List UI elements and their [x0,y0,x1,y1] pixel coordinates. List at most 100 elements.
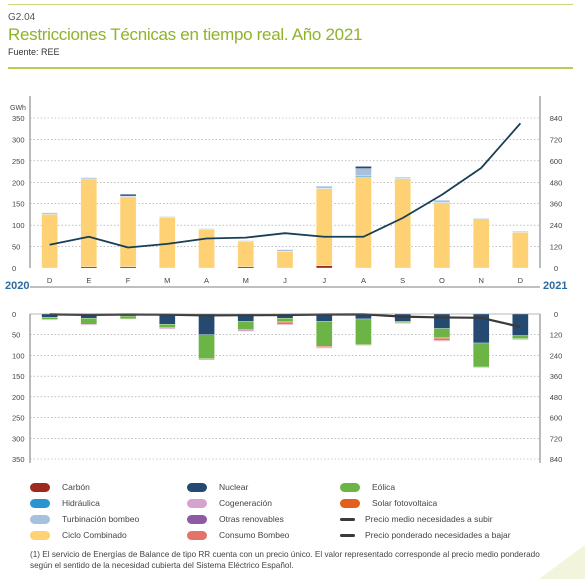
category-band [30,272,540,286]
x-tick-label: M [164,276,170,285]
bar-consumo-bombeo [433,338,451,341]
lower-left-tick-label: 100 [12,351,25,360]
bar-turbinaci-n-bombeo [80,177,97,180]
lower-left-tick-label: 250 [12,414,25,423]
x-tick-label: N [478,276,483,285]
x-tick-label: D [47,276,53,285]
left-axis-unit: GWh [10,105,26,112]
legend-swatch [340,498,360,508]
bar-ciclo-combinado [119,197,137,267]
lower-right-tick-label: 600 [550,414,563,423]
header-bottom-rule [8,67,573,69]
bar-turbinaci-n-bombeo [159,216,176,218]
bar-nuclear [198,313,215,335]
bar-e-lica [512,335,529,340]
lower-right-tick-label: 720 [550,434,563,443]
bar-carb-n [119,266,137,269]
bar-cogeneraci-n [237,329,254,332]
bar-ciclo-combinado [276,251,294,269]
decorative-corner [539,545,585,579]
bar-consumo-bombeo [276,322,294,325]
line-precio-medio-necesidades-a-subir [49,122,522,249]
bar-e-lica [159,324,176,328]
bar-turbinaci-n-bombeo [355,168,372,177]
legend-label: Otras renovables [219,514,284,524]
bar-ciclo-combinado [198,229,215,269]
legend-item: Precio medio necesidades a subir [340,514,493,524]
bar-e-lica [433,328,451,338]
legend-label: Solar fotovoltaica [372,498,438,508]
legend-swatch [30,530,50,540]
footnote: (1) El servicio de Energías de Balance d… [30,550,540,570]
bar-solar-fotovoltaica [433,337,451,340]
bar-e-lica [355,318,372,345]
legend-label: Carbón [62,482,90,492]
upper-left-tick-label: 150 [12,200,25,209]
upper-left-tick-label: 200 [12,178,25,187]
bar-turbinaci-n-bombeo [394,176,411,179]
x-tick-label: D [518,276,524,285]
legend-swatch [187,482,207,492]
lower-left-tick-label: 200 [12,393,25,402]
bar-ciclo-combinado [512,232,529,269]
upper-left-tick-label: 350 [12,114,25,123]
legend-label: Turbinación bombeo [62,514,140,524]
bar-e-lica [276,317,294,322]
bar-cogeneraci-n [394,322,411,324]
legend-swatch [187,514,207,524]
bar-e-lica [237,321,254,330]
x-tick-label: A [361,276,366,285]
year-end-label: 2021 [543,280,567,292]
legend-label: Cogeneración [219,498,272,508]
header-top-rule [8,4,573,5]
lower-left-tick-label: 0 [12,310,16,319]
upper-right-tick-label: 480 [550,178,563,187]
upper-left-tick-label: 50 [12,243,20,252]
bar-e-lica [80,317,97,325]
bar-nuclear [119,194,137,197]
bar-cogeneraci-n [80,324,97,326]
x-tick-label: J [283,276,287,285]
bar-e-lica [394,321,411,323]
bar-nuclear [433,313,451,329]
x-tick-label: S [400,276,405,285]
bar-e-lica [473,342,490,368]
legend-item: Solar fotovoltaica [340,498,437,508]
x-tick-label: M [243,276,249,285]
bar-ciclo-combinado [355,176,372,269]
bar-ciclo-combinado [237,241,254,267]
legend-swatch [187,530,207,540]
legend-item: Carbón [30,482,90,492]
lower-right-tick-label: 240 [550,351,563,360]
figure-code: G2.04 [8,12,36,23]
lower-left-tick-label: 350 [12,455,25,464]
bar-turbinaci-n-bombeo [433,200,451,203]
bar-carb-n [80,266,97,269]
legend-swatch [30,498,50,508]
chart-source: Fuente: REE [8,47,60,57]
legend-label: Precio medio necesidades a subir [365,514,493,524]
chart-title: Restricciones Técnicas en tiempo real. A… [8,25,363,44]
bar-ciclo-combinado [41,214,58,269]
bar-ciclo-combinado [80,179,97,267]
lower-left-tick-label: 50 [12,331,20,340]
upper-right-tick-label: 240 [550,221,563,230]
legend-item: Consumo Bombeo [187,530,289,540]
bar-cogeneraci-n [316,347,333,349]
bar-turbinaci-n-bombeo [512,230,529,233]
chart-canvas: GWh 350 300 250 200 150 100 50 0 840 720 600 480 360 2… [5,96,567,464]
bar-carb-n [316,265,333,269]
year-start-label: 2020 [5,280,29,292]
upper-left-tick-label: 100 [12,221,25,230]
bar-ciclo-combinado [316,188,333,267]
lower-left-tick-label: 300 [12,434,25,443]
legend-label: Hidráulica [62,498,100,508]
bar-turbinaci-n-bombeo [198,228,215,230]
bar-cogeneraci-n [276,324,294,326]
lower-right-tick-label: 360 [550,372,563,381]
line-precio-ponderado-necesidades-a-bajar [49,313,521,329]
upper-right-tick-label: 0 [554,264,558,273]
legend-item: Eólica [340,482,395,492]
legend-swatch [340,517,355,521]
bar-e-lica [41,317,58,320]
